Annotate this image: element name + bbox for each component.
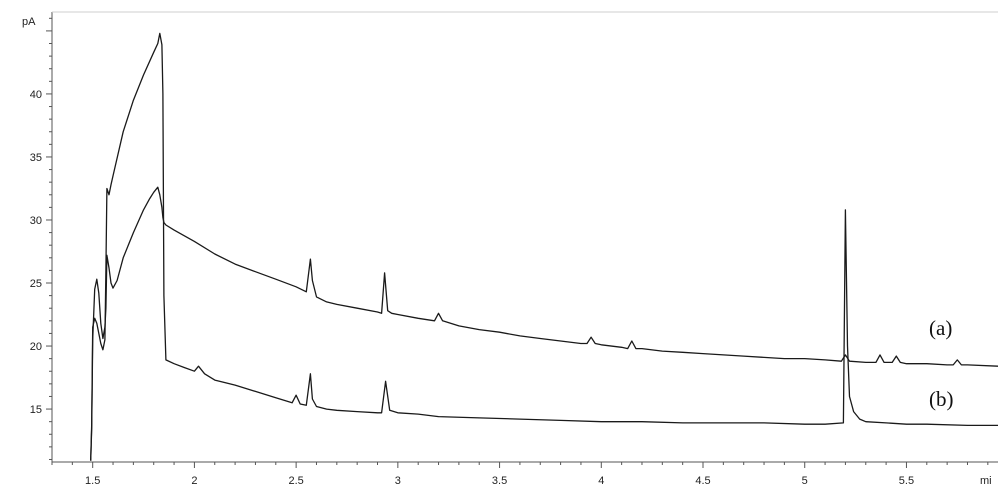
x-tick-label: 5.5 xyxy=(899,475,914,487)
y-tick-label: 15 xyxy=(30,404,42,416)
x-tick-label: 2.5 xyxy=(288,475,303,487)
plot-frame xyxy=(51,11,998,463)
series-layer xyxy=(90,32,998,461)
y-tick-label: 30 xyxy=(30,215,42,227)
x-tick-label: 4 xyxy=(598,475,604,487)
y-tick-label: 40 xyxy=(30,89,42,101)
x-tick-label: 3.5 xyxy=(492,475,507,487)
x-tick-label: 5 xyxy=(802,475,808,487)
x-tick-label: 4.5 xyxy=(695,475,710,487)
y-axis: 15 20 25 30 35 40 xyxy=(30,17,52,460)
series-line-b xyxy=(90,32,998,461)
x-tick-label: 2 xyxy=(191,475,197,487)
y-tick-label: 20 xyxy=(30,341,42,353)
y-axis-label: pA xyxy=(22,16,36,28)
series-label-b: (b) xyxy=(929,387,954,411)
series-label-a: (a) xyxy=(929,316,952,340)
x-axis: 1.5 2 2.5 3 3.5 4 4.5 5 5.5 xyxy=(51,462,989,487)
x-axis-label: mi xyxy=(980,475,992,487)
x-tick-label: 1.5 xyxy=(85,475,100,487)
x-tick-label: 3 xyxy=(395,475,401,487)
y-tick-label: 25 xyxy=(30,278,42,290)
y-tick-label: 35 xyxy=(30,152,42,164)
